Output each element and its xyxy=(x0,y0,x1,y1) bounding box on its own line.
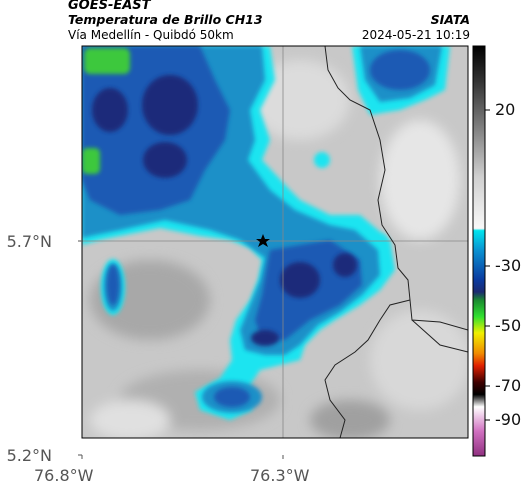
boundary-line xyxy=(324,46,468,331)
colorbar-tick: 20 xyxy=(495,100,516,119)
boundary-line-south xyxy=(324,299,411,438)
colorbar-tick: -70 xyxy=(495,376,522,395)
star-icon xyxy=(256,234,270,247)
colorbar-tick: -30 xyxy=(495,256,522,275)
boundary-line-east xyxy=(411,319,468,353)
colorbar-tick: -90 xyxy=(495,410,522,429)
source-title: GOES-EAST xyxy=(68,0,151,13)
region-label: Vía Medellín - Quibdó 50km xyxy=(68,28,234,42)
product-title: Temperatura de Brillo CH13 xyxy=(68,12,263,27)
map-image xyxy=(82,46,468,438)
colorbar xyxy=(472,45,486,457)
lon-tick-label: 76.3°W xyxy=(250,466,310,485)
lat-tick-label: 5.2°N xyxy=(6,446,52,465)
lon-tick-label: 76.8°W xyxy=(34,466,94,485)
org-label: SIATA xyxy=(430,12,470,27)
datetime-label: 2024-05-21 10:19 xyxy=(361,28,470,42)
lat-tick-label: 5.7°N xyxy=(6,232,52,251)
colorbar-tick: -50 xyxy=(495,316,522,335)
